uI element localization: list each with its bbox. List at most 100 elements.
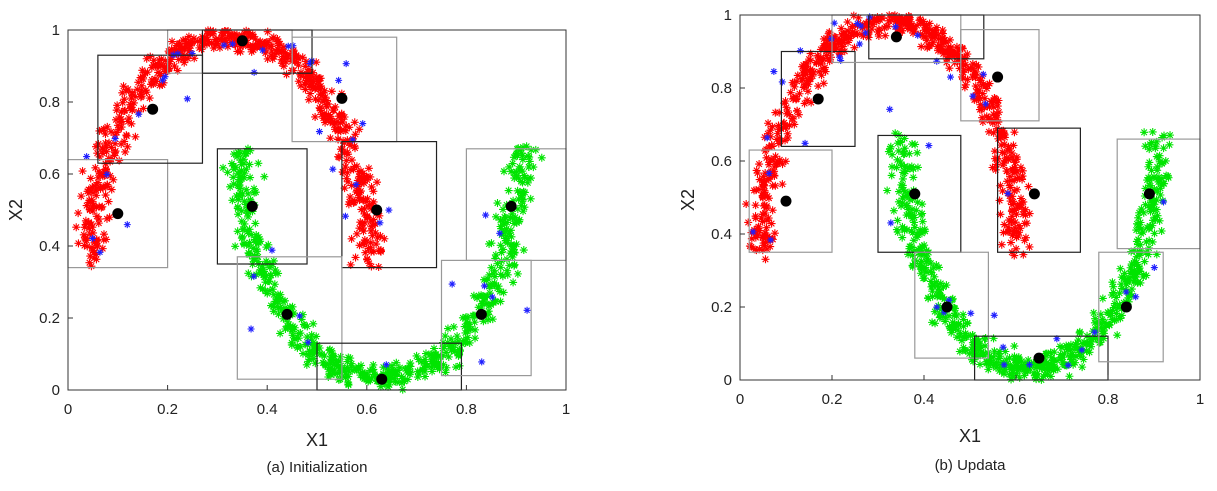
scatter-point [886, 105, 894, 113]
scatter-point [80, 241, 89, 250]
scatter-point [922, 21, 931, 30]
scatter-point [1014, 356, 1023, 365]
scatter-point [259, 46, 267, 54]
scatter-point [997, 240, 1006, 249]
scatter-point [499, 228, 508, 237]
scatter-point [275, 303, 284, 312]
scatter-point [999, 343, 1007, 351]
scatter-point [1090, 318, 1099, 327]
scatter-point [324, 372, 333, 381]
scatter-point [245, 225, 254, 234]
cluster-center [1120, 301, 1132, 313]
scatter-point [358, 169, 367, 178]
scatter-point [336, 118, 345, 127]
scatter-point [334, 135, 343, 144]
cluster-center [812, 93, 824, 105]
scatter-point [896, 26, 905, 35]
scatter-point [294, 334, 303, 343]
scatter-point [945, 53, 954, 62]
scatter-point [139, 71, 148, 80]
scatter-point [491, 250, 500, 259]
scatter-point [346, 141, 355, 150]
scatter-point [513, 151, 522, 160]
scatter-point [359, 195, 368, 204]
scatter-point [311, 346, 320, 355]
scatter-point [360, 204, 369, 213]
scatter-point [790, 120, 799, 129]
scatter-point [154, 68, 163, 77]
scatter-point [945, 64, 954, 73]
scatter-point [980, 94, 989, 103]
scatter-point [283, 321, 292, 330]
scatter-point [321, 115, 330, 124]
scatter-point [317, 110, 326, 119]
scatter-point [339, 365, 348, 374]
scatter-point [341, 163, 350, 172]
scatter-point [971, 82, 980, 91]
plot-frame [739, 14, 1201, 381]
scatter-point [334, 112, 343, 121]
scatter-point [1150, 229, 1159, 238]
scatter-point [96, 184, 105, 193]
scatter-point [1010, 223, 1019, 232]
scatter-point [881, 31, 890, 40]
scatter-point [289, 66, 298, 75]
scatter-point [1142, 237, 1151, 246]
scatter-point [505, 162, 514, 171]
scatter-point [246, 43, 255, 52]
scatter-point [369, 187, 378, 196]
scatter-point [263, 54, 272, 63]
scatter-point [103, 170, 111, 178]
scatter-point [340, 367, 349, 376]
scatter-point [279, 42, 288, 51]
scatter-point [1099, 334, 1108, 343]
scatter-point [1049, 362, 1058, 371]
scatter-point [961, 331, 970, 340]
scatter-point [859, 31, 868, 40]
scatter-point [387, 368, 396, 377]
scatter-point [253, 238, 262, 247]
scatter-point [273, 37, 282, 46]
scatter-point [78, 167, 87, 176]
scatter-point [820, 63, 829, 72]
scatter-point [941, 46, 950, 55]
scatter-point [973, 85, 982, 94]
scatter-point [80, 223, 89, 232]
scatter-point [268, 246, 276, 254]
scatter-point [1127, 260, 1136, 269]
scatter-point [759, 172, 768, 181]
scatter-point [400, 377, 409, 386]
scatter-point [92, 180, 101, 189]
scatter-point [913, 148, 922, 157]
scatter-point [989, 103, 998, 112]
scatter-point [234, 210, 243, 219]
scatter-point [1120, 269, 1129, 278]
scatter-point [281, 325, 290, 334]
scatter-point [1001, 363, 1010, 372]
scatter-point [107, 127, 116, 136]
scatter-point [403, 368, 412, 377]
scatter-point [510, 168, 519, 177]
scatter-point [1016, 163, 1025, 172]
scatter-point [240, 197, 249, 206]
scatter-point [383, 363, 392, 372]
scatter-point [919, 17, 928, 26]
scatter-point [339, 136, 348, 145]
scatter-point [791, 92, 800, 101]
scatter-point [518, 195, 527, 204]
scatter-point [936, 312, 945, 321]
scatter-point [83, 153, 91, 161]
scatter-point [174, 50, 182, 58]
scatter-point [271, 46, 280, 55]
scatter-point [89, 234, 97, 242]
scatter-point [302, 360, 311, 369]
scatter-point [1109, 282, 1118, 291]
scatter-point [815, 55, 824, 64]
scatter-point [341, 212, 349, 220]
scatter-point [938, 33, 947, 42]
scatter-point [286, 304, 295, 313]
scatter-point [983, 102, 992, 111]
scatter-point [225, 31, 234, 40]
scatter-point [910, 246, 919, 255]
scatter-point [953, 57, 962, 66]
